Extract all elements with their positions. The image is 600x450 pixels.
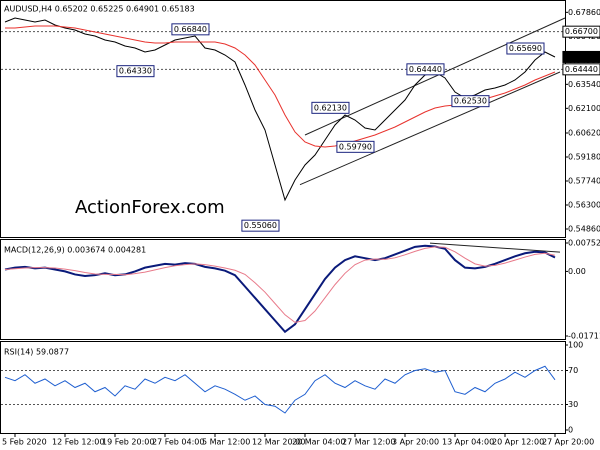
x-tick-label: 12 Feb 12:00 bbox=[52, 438, 104, 447]
price-annotation-box bbox=[451, 95, 490, 108]
level-label-box bbox=[562, 25, 600, 38]
price-annotation: 0.55060 bbox=[244, 221, 277, 230]
x-tick-label: 20 Apr 12:00 bbox=[492, 438, 544, 447]
y-tick-label: 0.63540 bbox=[568, 80, 600, 89]
price-annotation-box bbox=[506, 42, 545, 55]
x-tick-label: 19 Feb 20:00 bbox=[102, 438, 154, 447]
x-tick-label: 27 Apr 20:00 bbox=[542, 438, 594, 447]
y-tick-label: 0.62100 bbox=[568, 104, 600, 113]
price-annotation: 0.59790 bbox=[339, 142, 372, 151]
price-annotation: 0.65690 bbox=[509, 44, 542, 53]
price-annotation-box bbox=[116, 65, 155, 78]
price-annotation: 0.66840 bbox=[174, 25, 207, 34]
price-panel bbox=[0, 0, 566, 238]
price-annotation-box bbox=[171, 23, 210, 36]
y-tick-label: 0.56300 bbox=[568, 201, 600, 210]
y-tick-label: 0.59180 bbox=[568, 153, 600, 162]
x-tick-label: 13 Apr 04:00 bbox=[442, 438, 494, 447]
y-tick-label: 0.54860 bbox=[568, 225, 600, 234]
series-line bbox=[4, 246, 556, 323]
x-tick-label: 20 Mar 04:00 bbox=[292, 438, 345, 447]
y-tick-label: 0.57740 bbox=[568, 177, 600, 186]
x-tick-label: 27 Feb 04:00 bbox=[152, 438, 204, 447]
price-annotation-box bbox=[311, 101, 350, 114]
trendline bbox=[304, 17, 566, 136]
level-label: 0.66700 bbox=[565, 27, 598, 36]
rsi-panel bbox=[0, 341, 566, 434]
price-annotation-box bbox=[241, 219, 280, 232]
y-tick-label: 0.60620 bbox=[568, 129, 600, 138]
price-annotation-box bbox=[336, 140, 375, 153]
y-tick-label: 0.00 bbox=[568, 267, 586, 276]
last-price: 0.65183 bbox=[565, 52, 598, 61]
series-line bbox=[4, 244, 556, 334]
y-tick-label: 0.67860 bbox=[568, 8, 600, 17]
trendline bbox=[299, 71, 561, 186]
y-tick-label: 0.007526 bbox=[568, 239, 600, 248]
macd-panel bbox=[0, 239, 566, 340]
y-tick-label: 0 bbox=[568, 426, 573, 435]
y-tick-label: 30 bbox=[568, 400, 578, 409]
y-tick-label: 100 bbox=[568, 341, 583, 350]
trendline bbox=[429, 242, 561, 253]
level-label: 0.64440 bbox=[565, 65, 598, 74]
x-tick-label: 12 Mar 20:00 bbox=[252, 438, 305, 447]
y-tick-label: 70 bbox=[568, 366, 578, 375]
x-tick-label: 5 Feb 2020 bbox=[2, 438, 47, 447]
x-tick-label: 5 Mar 12:00 bbox=[202, 438, 250, 447]
panel-title: MACD(12,26,9) 0.003674 0.004281 bbox=[4, 246, 146, 255]
y-tick-label: -0.017112 bbox=[568, 332, 600, 341]
panel-title: RSI(14) 59.0877 bbox=[4, 348, 69, 357]
price-annotation: 0.64330 bbox=[119, 67, 152, 76]
last-price-box bbox=[562, 50, 600, 63]
level-label-box bbox=[562, 63, 600, 76]
price-annotation: 0.62530 bbox=[454, 97, 487, 106]
price-annotation: 0.62130 bbox=[314, 103, 347, 112]
price-annotation: 0.64440 bbox=[409, 65, 442, 74]
price-annotation-box bbox=[406, 63, 445, 76]
panel-title: AUDUSD,H4 0.65202 0.65225 0.64901 0.6518… bbox=[4, 5, 195, 14]
x-tick-label: 27 Mar 12:00 bbox=[342, 438, 395, 447]
series-line bbox=[4, 365, 556, 414]
x-tick-label: 3 Apr 20:00 bbox=[392, 438, 439, 447]
watermark: ActionForex.com bbox=[75, 197, 225, 218]
